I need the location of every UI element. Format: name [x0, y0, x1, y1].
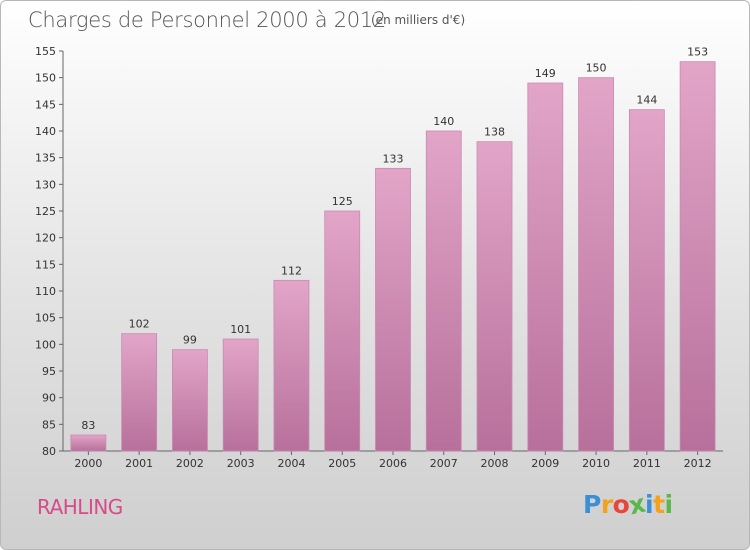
bar [375, 167, 411, 452]
y-tick-label: 135 [35, 152, 56, 165]
y-tick-label: 125 [35, 205, 56, 218]
chart-title: Charges de Personnel 2000 à 2012 [28, 8, 386, 32]
data-label: 144 [636, 94, 657, 107]
x-tick-label: 2010 [582, 457, 610, 470]
y-tick-label: 105 [35, 312, 56, 325]
data-label: 153 [687, 46, 708, 59]
bar [70, 434, 107, 452]
chart-subtitle: (en milliers d'€) [371, 13, 466, 27]
data-label: 140 [433, 115, 454, 128]
x-tick-label: 2005 [328, 457, 356, 470]
x-tick-label: 2003 [227, 457, 255, 470]
y-tick-label: 80 [42, 445, 56, 458]
y-tick-label: 145 [35, 98, 56, 111]
y-tick-label: 140 [35, 125, 56, 138]
x-tick-label: 2001 [125, 457, 153, 470]
logo-letter: t [653, 490, 665, 519]
x-tick-label: 2011 [633, 457, 661, 470]
x-tick-label: 2000 [74, 457, 102, 470]
y-tick-label: 95 [42, 365, 56, 378]
x-tick-label: 2007 [430, 457, 458, 470]
y-tick-label: 155 [35, 45, 56, 58]
logo-letter: i [664, 490, 674, 519]
bar [273, 279, 310, 452]
y-tick-label: 100 [35, 338, 56, 351]
data-label: 125 [332, 195, 353, 208]
logo-letter: o [612, 490, 630, 519]
data-label: 133 [383, 152, 404, 165]
bar [476, 141, 513, 452]
x-tick-label: 2006 [379, 457, 407, 470]
y-tick-label: 130 [35, 178, 56, 191]
data-label: 99 [183, 334, 197, 347]
x-tick-label: 2012 [684, 457, 712, 470]
bar [121, 333, 158, 452]
x-tick-label: 2002 [176, 457, 204, 470]
data-label: 150 [586, 62, 607, 75]
bar [578, 77, 614, 452]
logo-letter: r [600, 490, 613, 519]
bar [425, 130, 462, 452]
data-label: 138 [484, 126, 505, 139]
x-tick-label: 2004 [277, 457, 305, 470]
y-tick-label: 110 [35, 285, 56, 298]
y-tick-label: 150 [35, 72, 56, 85]
data-label: 112 [281, 264, 302, 277]
bar [628, 109, 665, 452]
data-label: 102 [129, 318, 150, 331]
bar [324, 210, 361, 452]
bar [527, 82, 564, 452]
bar [679, 61, 716, 452]
data-label: 83 [81, 419, 95, 432]
data-label: 101 [230, 323, 251, 336]
y-tick-label: 120 [35, 232, 56, 245]
proxiti-logo: Proxiti [583, 489, 674, 521]
logo-letter: i [645, 490, 654, 519]
y-tick-label: 85 [42, 418, 56, 431]
bar [172, 349, 208, 452]
bar [222, 338, 259, 452]
place-name: RAHLING [37, 495, 123, 519]
data-label: 149 [535, 67, 556, 80]
y-tick-label: 115 [35, 258, 56, 271]
y-tick-label: 90 [42, 392, 56, 405]
x-tick-label: 2008 [481, 457, 509, 470]
logo-letter: P [583, 490, 601, 519]
x-tick-label: 2009 [531, 457, 559, 470]
